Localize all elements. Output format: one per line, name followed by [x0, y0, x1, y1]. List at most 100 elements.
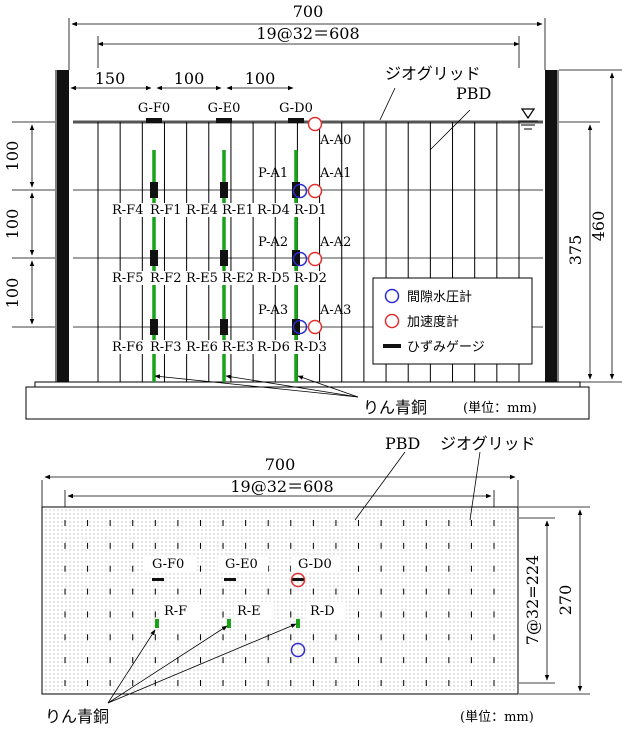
plan-strain-gauge-gf0 — [152, 578, 164, 581]
dim-v100b-label: 100 — [3, 209, 22, 240]
rod-strain-gauge — [220, 319, 228, 335]
pp-label-p2: P-A2 — [258, 235, 288, 250]
accelerometer-a2 — [307, 251, 323, 267]
rod-strain-gauge — [150, 182, 158, 198]
pore-pressure-p3 — [292, 319, 308, 335]
plan-bronze-leader-2 — [107, 625, 228, 704]
pbd-callout: PBD — [456, 84, 491, 103]
pore-pressure-p2 — [292, 251, 308, 267]
right-wall — [545, 70, 557, 382]
plan-dim-270-label: 270 — [556, 585, 575, 616]
plan-rod-label-d: R-D — [310, 604, 335, 619]
elevation-view: 間隙水圧計 加速度計 ひずみゲージ 700 19@32＝608 150 100 … — [3, 2, 622, 420]
plan-strain-gauge-ge0 — [224, 578, 236, 581]
geogrid-callout: ジオグリッド — [385, 64, 481, 83]
rod-gauge-label: R-D5 — [257, 271, 290, 286]
plan-strain-label-ge0: G-E0 — [225, 557, 258, 572]
rod-gauge-label: R-D3 — [294, 340, 327, 355]
label-background — [185, 203, 218, 217]
label-background — [185, 271, 218, 285]
plan-view: G-F0 G-E0 G-D0 R-F R-E R-D 700 19@32＝608… — [41, 434, 590, 726]
rod-strain-gauge — [292, 319, 300, 335]
dim-100a-label: 100 — [174, 69, 205, 88]
plan-bronze-callout: りん青銅 — [45, 707, 109, 726]
dim-150-label: 150 — [95, 69, 126, 88]
rod-gauge-label: R-D1 — [294, 203, 327, 218]
label-background — [293, 340, 326, 354]
plan-pore-pressure — [290, 642, 306, 658]
rod-gauge-label: R-F4 — [112, 203, 143, 218]
rod-gauge-label: R-E6 — [186, 340, 218, 355]
plan-pbd-callout: PBD — [385, 434, 420, 453]
dim-v100c-label: 100 — [3, 278, 22, 309]
accelerometer-a3 — [307, 319, 323, 335]
label-background — [293, 203, 326, 217]
rod-gauge-label: R-D6 — [257, 340, 290, 355]
rod-gauge-label: R-D2 — [294, 271, 327, 286]
plan-rod-label-e: R-E — [237, 604, 261, 619]
pbd-lines — [97, 122, 520, 382]
acc-label-a0: A-A0 — [319, 133, 351, 148]
legend-box — [372, 277, 533, 365]
strain-label-gf0: G-F0 — [138, 101, 170, 116]
plan-bronze-leader-1 — [107, 629, 156, 704]
base-plate — [34, 381, 581, 388]
rod-strain-gauges — [150, 182, 300, 335]
label-background — [256, 203, 289, 217]
pp-label-p3: P-A3 — [258, 303, 288, 318]
plan-bronze-rod-d — [296, 619, 300, 628]
geogrid-leader — [379, 87, 396, 121]
plan-rod-label-f: R-F — [164, 604, 187, 619]
rod-gauge-label: R-F5 — [112, 271, 143, 286]
left-wall — [57, 70, 69, 382]
dim-460-label: 460 — [589, 211, 608, 242]
pore-pressure-p1 — [292, 183, 308, 199]
dim-608-label: 19@32＝608 — [256, 24, 359, 43]
label-background — [111, 271, 144, 285]
label-background — [221, 271, 254, 285]
plan-accelerometer — [290, 572, 306, 588]
legend-pore-pressure-icon — [384, 288, 400, 304]
bronze-leader-1 — [154, 374, 359, 398]
legend-pore-pressure-label: 間隙水圧計 — [407, 289, 472, 305]
rod-gauge-label: R-D4 — [257, 203, 290, 218]
plan-box — [41, 506, 519, 695]
label-background — [185, 340, 218, 354]
bronze-callout: りん青銅 — [363, 398, 427, 417]
dim-v100a-label: 100 — [3, 141, 22, 172]
rod-gauge-label: R-F6 — [112, 340, 143, 355]
plan-unit-label: (単位：mm) — [460, 709, 534, 725]
bronze-leader-3 — [297, 375, 359, 398]
bronze-leader-2 — [225, 374, 359, 398]
plan-bronze-leader-3 — [107, 623, 297, 704]
rod-strain-gauge — [220, 182, 228, 198]
rod-strain-gauge — [292, 250, 300, 266]
plan-dim-224-label: 7@32=224 — [523, 555, 542, 645]
rod-strain-gauge — [220, 250, 228, 266]
accelerometer-a0 — [307, 116, 323, 132]
water-level-symbol — [518, 108, 538, 130]
legend-strain-gauge-label: ひずみゲージ — [407, 340, 485, 355]
legend: 間隙水圧計 加速度計 ひずみゲージ — [372, 277, 533, 365]
plan-geogrid-callout: ジオグリッド — [440, 434, 536, 453]
unit-label: (単位：mm) — [463, 400, 537, 416]
label-background — [149, 340, 182, 354]
accelerometer-a1 — [307, 183, 323, 199]
acc-label-a3: A-A3 — [319, 303, 351, 318]
label-background — [111, 340, 144, 354]
strain-gauge-gf0 — [146, 118, 162, 123]
base-block — [25, 386, 590, 420]
strain-gauge-ge0 — [216, 118, 232, 123]
label-background — [149, 203, 182, 217]
plan-dim-608-label: 19@32＝608 — [230, 477, 333, 496]
strain-label-gd0: G-D0 — [279, 101, 313, 116]
label-background — [149, 271, 182, 285]
rod-gauge-label: R-F1 — [150, 203, 181, 218]
rod-strain-gauge — [150, 250, 158, 266]
plan-dim-700-label: 700 — [265, 455, 296, 474]
strain-label-ge0: G-E0 — [208, 101, 241, 116]
rod-gauge-label: R-E3 — [222, 340, 254, 355]
dim-700-label: 700 — [293, 2, 324, 21]
rod-gauge-label: R-E5 — [186, 271, 218, 286]
